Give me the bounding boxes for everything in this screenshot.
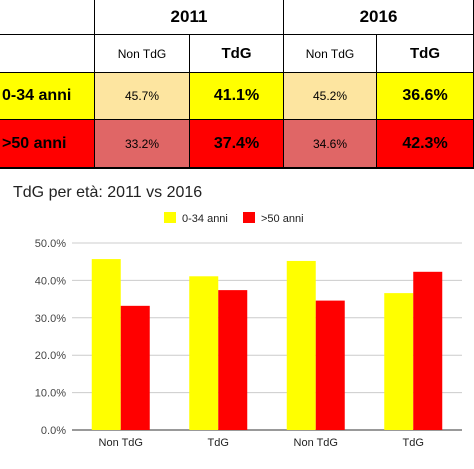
chart-legend: 0-34 anni >50 anni bbox=[164, 212, 304, 225]
cell-old-2011-non-tdg: 33.2% bbox=[95, 120, 190, 168]
year-header-2016: 2016 bbox=[284, 0, 474, 35]
subheader-2011-non-tdg: Non TdG bbox=[95, 35, 190, 73]
cell-old-2016-non-tdg: 34.6% bbox=[284, 120, 377, 168]
chart-bars bbox=[91, 259, 443, 430]
bar-chart: TdG per età: 2011 vs 2016 0-34 anni >50 a… bbox=[0, 168, 474, 463]
table-corner bbox=[0, 0, 95, 35]
bar bbox=[286, 260, 316, 430]
cell-old-2016-tdg: 42.3% bbox=[377, 120, 474, 168]
x-tick-label: TdG bbox=[208, 437, 229, 449]
summary-table: 2011 2016 Non TdG TdG Non TdG TdG 0-34 a… bbox=[0, 0, 474, 168]
subheader-2011-tdg: TdG bbox=[190, 35, 284, 73]
x-tick-label: Non TdG bbox=[294, 437, 338, 449]
bar bbox=[218, 290, 248, 430]
table-corner-sub bbox=[0, 35, 95, 73]
legend-label: >50 anni bbox=[261, 213, 304, 225]
y-tick-label: 40.0% bbox=[35, 275, 66, 287]
y-tick-label: 0.0% bbox=[41, 425, 66, 437]
y-tick-label: 20.0% bbox=[35, 350, 66, 362]
bar bbox=[413, 271, 443, 430]
y-tick-label: 10.0% bbox=[35, 388, 66, 400]
subheader-2016-tdg: TdG bbox=[377, 35, 474, 73]
cell-young-2016-non-tdg: 45.2% bbox=[284, 73, 377, 120]
bar-chart-svg: TdG per età: 2011 vs 2016 0-34 anni >50 a… bbox=[13, 184, 462, 449]
cell-young-2011-non-tdg: 45.7% bbox=[95, 73, 190, 120]
legend-swatch bbox=[243, 212, 255, 223]
row-label-old: >50 anni bbox=[0, 120, 95, 168]
bar bbox=[189, 276, 219, 430]
bar bbox=[315, 300, 345, 430]
x-axis-ticks: Non TdG TdG Non TdG TdG bbox=[99, 437, 424, 449]
y-axis-ticks: 0.0% 10.0% 20.0% 30.0% 40.0% 50.0% bbox=[35, 238, 66, 437]
cell-old-2011-tdg: 37.4% bbox=[190, 120, 284, 168]
row-label-young: 0-34 anni bbox=[0, 73, 95, 120]
bar bbox=[120, 305, 150, 430]
legend-swatch bbox=[164, 212, 176, 223]
cell-young-2016-tdg: 36.6% bbox=[377, 73, 474, 120]
chart-title: TdG per età: 2011 vs 2016 bbox=[13, 184, 202, 201]
x-tick-label: Non TdG bbox=[99, 437, 143, 449]
bar bbox=[91, 259, 121, 430]
cell-young-2011-tdg: 41.1% bbox=[190, 73, 284, 120]
subheader-2016-non-tdg: Non TdG bbox=[284, 35, 377, 73]
y-tick-label: 30.0% bbox=[35, 313, 66, 325]
y-tick-label: 50.0% bbox=[35, 238, 66, 250]
x-tick-label: TdG bbox=[403, 437, 424, 449]
bar bbox=[384, 293, 414, 430]
year-header-2011: 2011 bbox=[95, 0, 284, 35]
legend-label: 0-34 anni bbox=[182, 213, 228, 225]
